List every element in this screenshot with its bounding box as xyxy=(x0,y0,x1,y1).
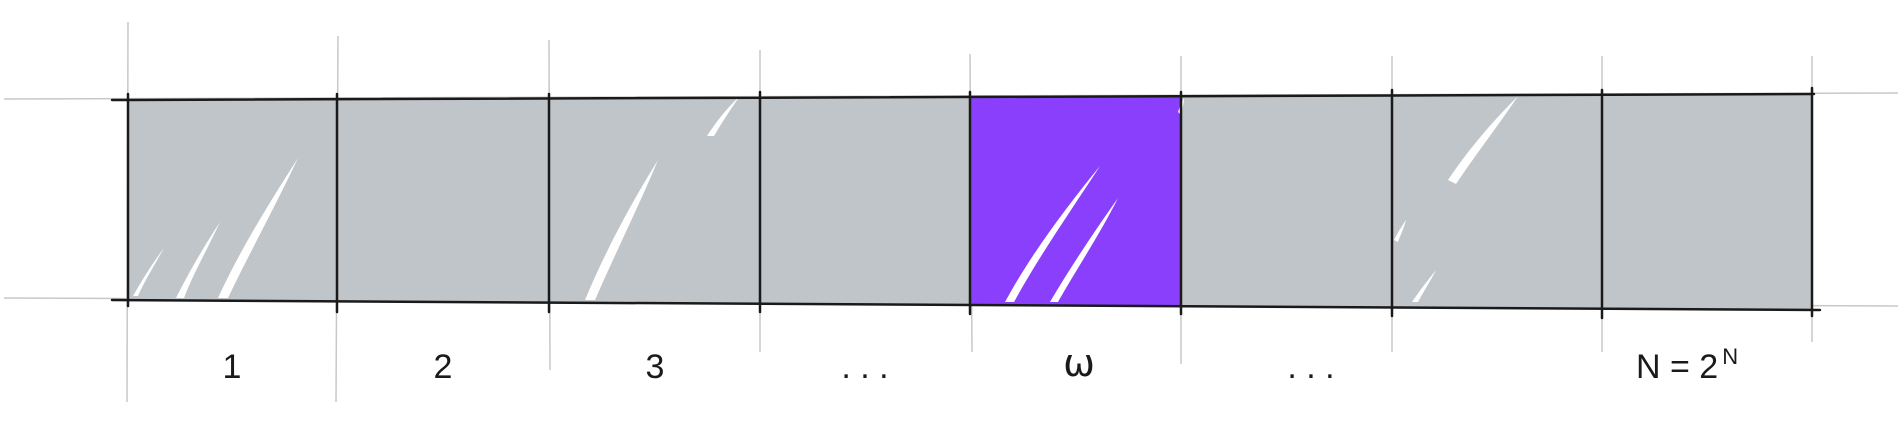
cell-cell-1 xyxy=(128,99,337,302)
cell-label-ellipsis-left: . . . xyxy=(841,348,888,386)
cells-layer xyxy=(128,94,1812,310)
shine-stroke xyxy=(1005,166,1100,302)
cell-label-last-superscript: N xyxy=(1722,344,1738,369)
shine-stroke xyxy=(1394,220,1406,242)
shine-stroke xyxy=(585,160,658,300)
cell-cell-ellipsis-right xyxy=(1181,95,1392,308)
shine-stroke xyxy=(218,158,298,298)
cell-label-2: 2 xyxy=(434,348,453,386)
frame-bottom-edge xyxy=(110,298,1822,312)
frame-top-edge xyxy=(110,92,1816,102)
cell-label-ellipsis-right: . . . xyxy=(1287,348,1334,386)
cell-cell-3 xyxy=(549,97,760,304)
frame-layer xyxy=(110,86,1822,320)
shine-stroke xyxy=(1448,96,1518,184)
cell-cell-ellipsis-left xyxy=(760,97,970,305)
cell-label-1: 1 xyxy=(223,348,242,386)
cell-cell-7 xyxy=(1392,94,1602,309)
shine-stroke xyxy=(133,248,164,296)
cell-cell-last xyxy=(1602,94,1812,310)
shine-stroke xyxy=(1050,198,1118,302)
shine-stroke xyxy=(176,222,220,298)
shine-stroke xyxy=(1412,270,1436,302)
cell-cell-2 xyxy=(337,98,549,303)
shine-layer xyxy=(133,96,1518,302)
cell-label-last-base: N = 2 xyxy=(1636,348,1718,386)
cell-label-3: 3 xyxy=(646,348,665,386)
cell-label-omega: ω xyxy=(1063,341,1095,385)
shine-stroke xyxy=(707,96,740,136)
